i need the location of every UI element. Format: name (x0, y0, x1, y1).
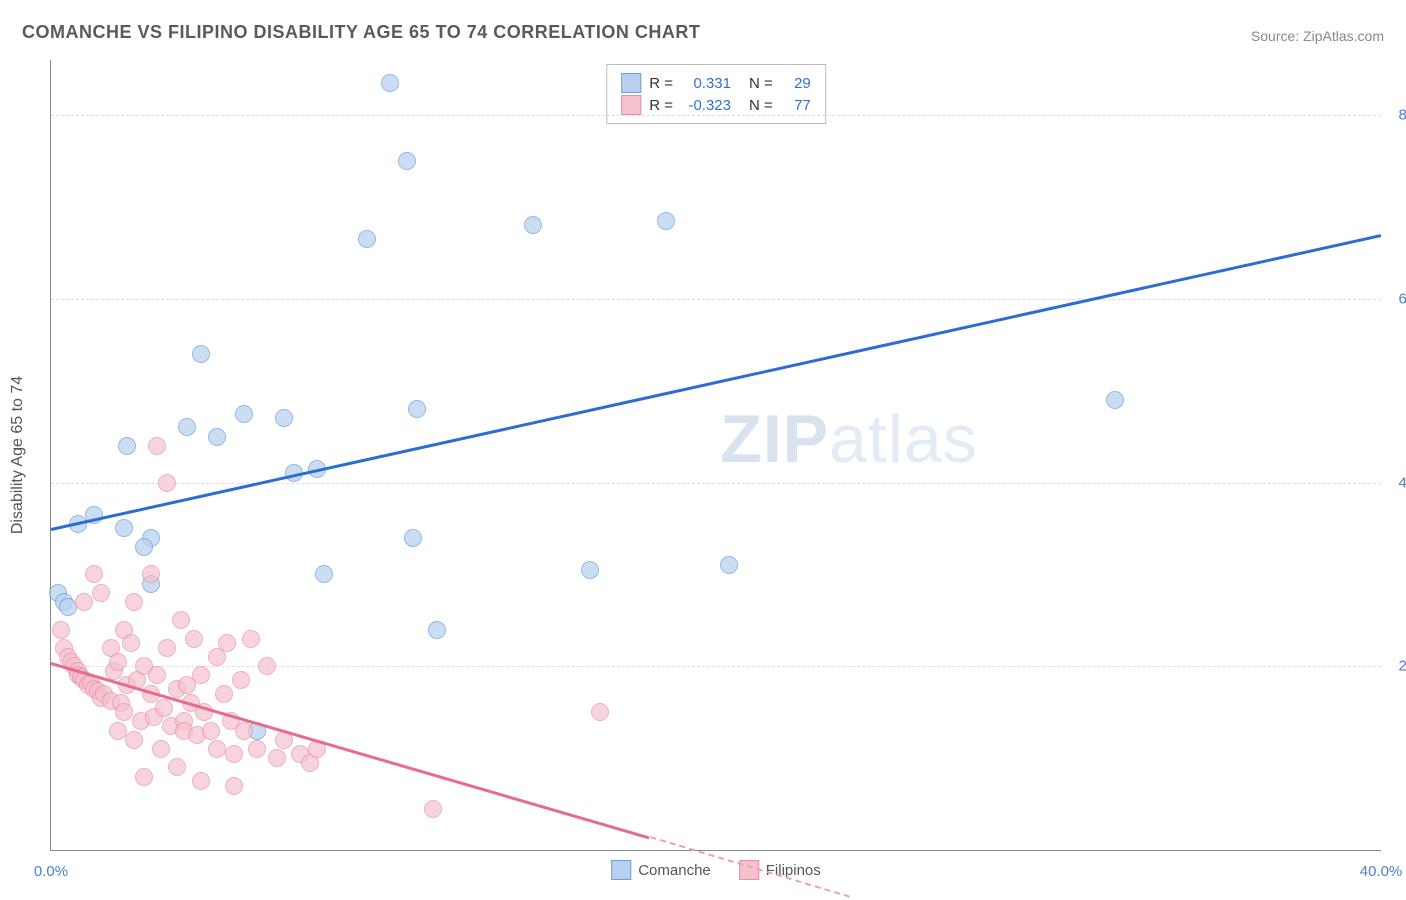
legend-n-label: N = (749, 75, 773, 92)
scatter-point (185, 630, 203, 648)
scatter-point (720, 556, 738, 574)
scatter-point (581, 561, 599, 579)
scatter-point (424, 800, 442, 818)
scatter-point (52, 621, 70, 639)
scatter-point (192, 772, 210, 790)
watermark-light: atlas (829, 401, 978, 477)
scatter-point (215, 685, 233, 703)
scatter-point (85, 565, 103, 583)
y-tick-label: 80.0% (1398, 107, 1406, 124)
watermark-bold: ZIP (720, 401, 829, 477)
scatter-point (192, 345, 210, 363)
scatter-point (168, 758, 186, 776)
scatter-point (148, 437, 166, 455)
scatter-point (657, 212, 675, 230)
scatter-point (591, 703, 609, 721)
scatter-point (218, 634, 236, 652)
gridline (51, 666, 1381, 667)
scatter-point (122, 634, 140, 652)
scatter-point (148, 666, 166, 684)
legend-series-item: Comanche (611, 860, 711, 880)
source-label: Source: (1251, 28, 1299, 44)
scatter-point (315, 565, 333, 583)
scatter-point (92, 584, 110, 602)
scatter-point (268, 749, 286, 767)
y-tick-label: 40.0% (1398, 474, 1406, 491)
trend-line (51, 235, 1382, 532)
scatter-point (225, 745, 243, 763)
scatter-point (235, 722, 253, 740)
scatter-point (208, 428, 226, 446)
scatter-point (75, 593, 93, 611)
legend-n-label: N = (749, 97, 773, 114)
scatter-point (158, 639, 176, 657)
scatter-point (235, 405, 253, 423)
scatter-point (524, 216, 542, 234)
legend-n-value: 77 (781, 97, 811, 114)
legend-r-value: -0.323 (681, 97, 731, 114)
legend-n-value: 29 (781, 75, 811, 92)
scatter-point (208, 740, 226, 758)
scatter-point (1106, 391, 1124, 409)
legend-series-label: Comanche (638, 862, 711, 879)
scatter-point (232, 671, 250, 689)
scatter-point (109, 722, 127, 740)
chart-title: COMANCHE VS FILIPINO DISABILITY AGE 65 T… (22, 22, 700, 43)
legend-swatch (621, 95, 641, 115)
scatter-point (142, 565, 160, 583)
scatter-point (202, 722, 220, 740)
scatter-point (109, 653, 127, 671)
scatter-point (404, 529, 422, 547)
legend-stat-row: R = -0.323 N = 77 (621, 95, 811, 115)
legend-swatch (621, 73, 641, 93)
scatter-point (115, 703, 133, 721)
scatter-point (155, 699, 173, 717)
legend-stat-row: R = 0.331 N = 29 (621, 73, 811, 93)
scatter-point (358, 230, 376, 248)
scatter-point (192, 666, 210, 684)
scatter-point (428, 621, 446, 639)
scatter-point (178, 418, 196, 436)
scatter-point (125, 593, 143, 611)
scatter-point (135, 768, 153, 786)
scatter-point (172, 611, 190, 629)
y-tick-label: 20.0% (1398, 658, 1406, 675)
scatter-point (118, 437, 136, 455)
y-tick-label: 60.0% (1398, 290, 1406, 307)
chart-area: Disability Age 65 to 74 ZIPatlas R =0.33… (50, 60, 1380, 850)
x-tick-label: 0.0% (34, 863, 68, 880)
scatter-point (158, 474, 176, 492)
scatter-point (115, 519, 133, 537)
gridline (51, 115, 1381, 116)
scatter-point (125, 731, 143, 749)
legend-r-value: 0.331 (681, 75, 731, 92)
scatter-point (398, 152, 416, 170)
legend-swatch (611, 860, 631, 880)
scatter-point (225, 777, 243, 795)
scatter-point (381, 74, 399, 92)
source-link[interactable]: ZipAtlas.com (1303, 28, 1384, 44)
scatter-point (152, 740, 170, 758)
scatter-point (248, 740, 266, 758)
trend-line (51, 662, 650, 839)
gridline (51, 299, 1381, 300)
scatter-point (242, 630, 260, 648)
watermark: ZIPatlas (720, 400, 977, 478)
scatter-point (408, 400, 426, 418)
scatter-point (258, 657, 276, 675)
scatter-point (59, 598, 77, 616)
source-attribution: Source: ZipAtlas.com (1251, 28, 1384, 44)
scatter-point (135, 538, 153, 556)
x-tick-label: 40.0% (1360, 863, 1403, 880)
scatter-point (275, 409, 293, 427)
y-axis-label: Disability Age 65 to 74 (9, 376, 27, 534)
legend-r-label: R = (649, 75, 673, 92)
legend-r-label: R = (649, 97, 673, 114)
plot-region: ZIPatlas R =0.331N =29R =-0.323N =77 Com… (50, 60, 1381, 851)
